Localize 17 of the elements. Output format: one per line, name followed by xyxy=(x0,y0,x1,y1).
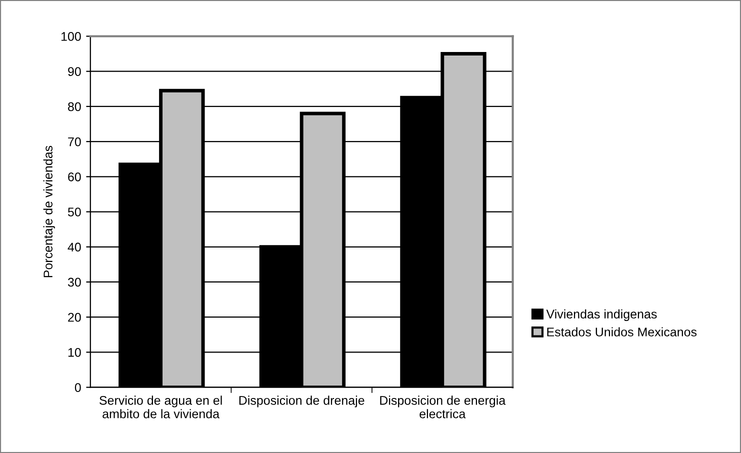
legend-label: Estados Unidos Mexicanos xyxy=(547,327,697,336)
x-tick-label: Disposicion de drenaje xyxy=(239,396,364,408)
x-tick-label: Disposicion de energia electrica xyxy=(380,396,506,418)
y-tick-label: 80 xyxy=(68,102,81,112)
y-tick-label: 10 xyxy=(68,348,81,357)
y-tick-label: 50 xyxy=(68,208,81,216)
legend-label: Viviendas indigenas xyxy=(546,309,657,321)
y-tick-label: 100 xyxy=(61,32,81,41)
y-axis-title: Porcentaje de viviendas xyxy=(43,146,55,278)
y-tick-label: 40 xyxy=(68,242,81,252)
y-tick-label: 0 xyxy=(74,383,81,392)
x-tick-label: Servicio de agua en el ambito de la vivienda xyxy=(100,396,222,418)
y-tick-label: 60 xyxy=(68,172,81,182)
y-tick-label: 20 xyxy=(68,312,81,322)
y-tick-label: 70 xyxy=(68,137,81,146)
y-tick-label: 30 xyxy=(68,278,81,287)
y-tick-label: 90 xyxy=(68,67,81,76)
